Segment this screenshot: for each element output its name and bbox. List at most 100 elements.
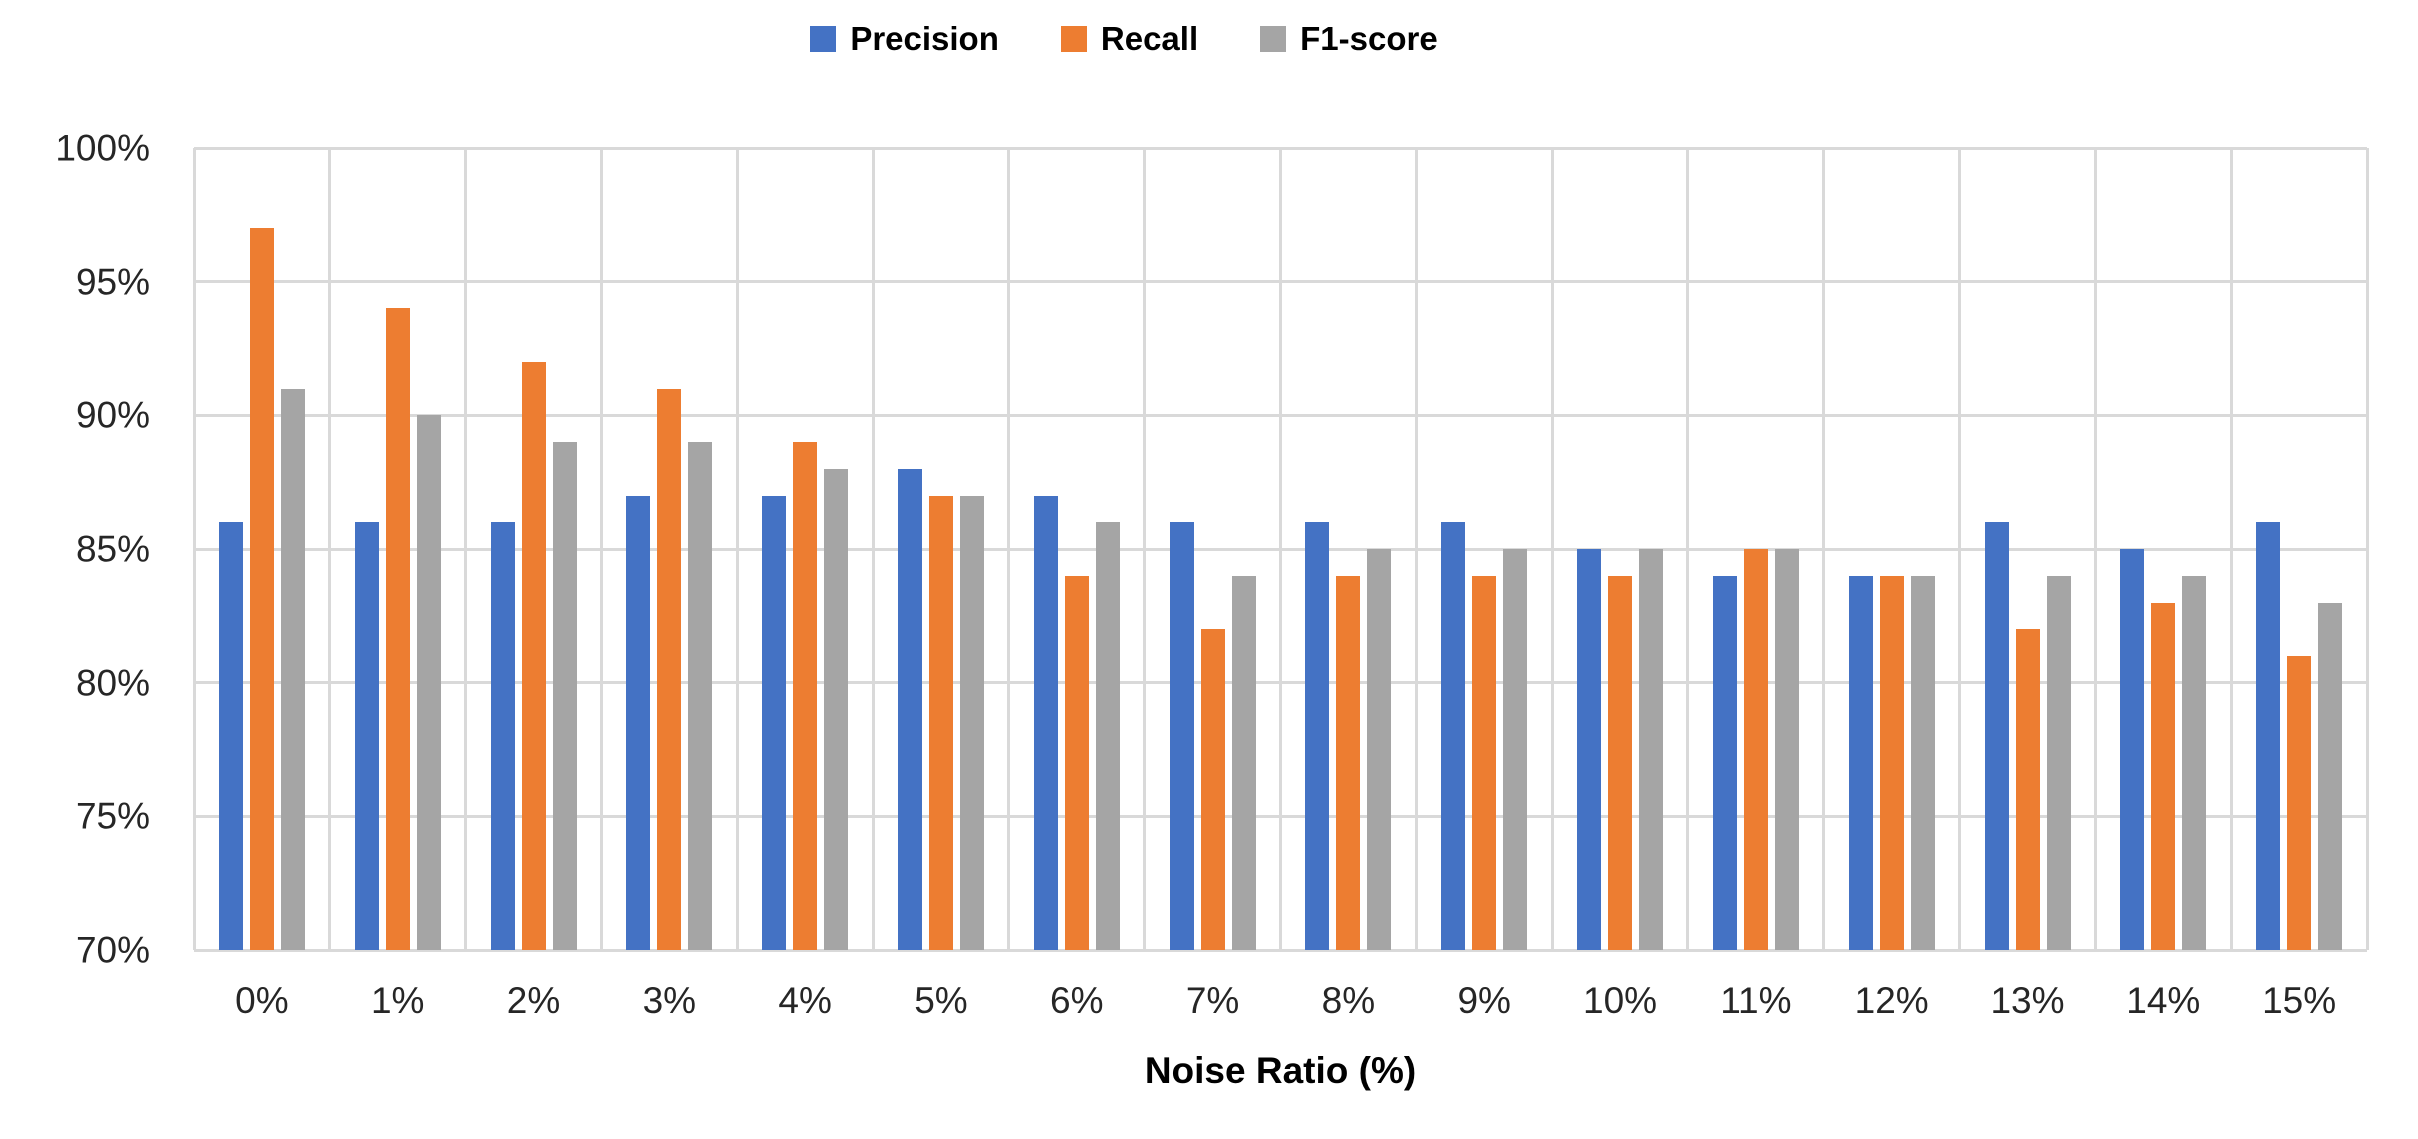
vertical-gridline [1143, 148, 1147, 950]
y-axis-tick-label: 80% [75, 662, 150, 704]
x-axis-title: Noise Ratio (%) [1144, 1050, 1417, 1091]
legend-label-precision: Precision [850, 20, 999, 57]
x-axis-tick-label-15pct: 15% [2262, 980, 2337, 1021]
bar-precision-0pct [218, 522, 243, 950]
legend-swatch-recall [1060, 25, 1087, 52]
bar-precision-13pct [1984, 522, 2009, 950]
legend-label-f1-score: F1-score [1300, 20, 1438, 57]
bar-recall-2pct [521, 361, 546, 950]
bar-f1-score-1pct [416, 415, 441, 950]
vertical-gridline [1279, 148, 1282, 950]
vertical-gridline [2365, 148, 2369, 950]
bar-recall-6pct [1064, 575, 1089, 950]
bar-precision-6pct [1033, 495, 1058, 950]
bar-f1-score-13pct [2046, 575, 2071, 950]
bar-precision-11pct [1712, 575, 1737, 950]
bar-recall-9pct [1472, 575, 1497, 950]
x-axis-tick-label-11pct: 11% [1720, 980, 1792, 1021]
vertical-gridline [1414, 148, 1418, 950]
y-axis-tick-label: 85% [75, 528, 150, 570]
bar-recall-15pct [2287, 655, 2312, 950]
bar-f1-score-12pct [1910, 575, 1935, 950]
x-axis-tick-label-13pct: 13% [1990, 980, 2065, 1021]
legend-swatch-f1-score [1260, 25, 1287, 52]
legend-swatch-precision [810, 25, 837, 52]
bar-f1-score-10pct [1639, 549, 1663, 950]
bar-f1-score-2pct [552, 442, 577, 950]
vertical-gridline [1007, 148, 1011, 950]
bar-recall-12pct [1879, 575, 1904, 950]
bar-f1-score-9pct [1503, 549, 1528, 950]
bar-precision-2pct [490, 522, 515, 950]
bar-recall-11pct [1743, 549, 1768, 950]
bar-precision-8pct [1305, 522, 1330, 950]
x-axis-tick-label-12pct: 12% [1854, 980, 1929, 1021]
bar-recall-0pct [249, 228, 274, 950]
bar-precision-7pct [1169, 522, 1194, 950]
vertical-gridline [1958, 148, 1962, 950]
x-axis-tick-label-8pct: 8% [1321, 980, 1376, 1021]
vertical-gridline [599, 148, 603, 950]
horizontal-gridline [194, 948, 2367, 952]
vertical-gridline [464, 148, 468, 950]
vertical-gridline [192, 148, 196, 950]
y-axis-tick-label: 100% [55, 127, 150, 169]
legend: Precision Recall F1-score [0, 22, 2333, 55]
bar-f1-score-14pct [2182, 575, 2207, 950]
x-axis-tick-label-1pct: 1% [370, 980, 425, 1021]
bar-precision-3pct [626, 495, 651, 950]
bar-precision-9pct [1441, 522, 1466, 950]
bar-recall-7pct [1200, 629, 1225, 950]
x-axis-tick-label-7pct: 7% [1185, 980, 1240, 1021]
bar-precision-5pct [898, 468, 922, 950]
x-axis-tick-label-4pct: 4% [778, 980, 832, 1021]
x-axis-tick-label-14pct: 14% [2126, 980, 2201, 1021]
vertical-gridline [871, 148, 875, 950]
bar-f1-score-8pct [1367, 549, 1392, 950]
bar-precision-14pct [2120, 549, 2145, 950]
bar-precision-1pct [354, 522, 379, 950]
x-axis-tick-label-5pct: 5% [914, 980, 968, 1021]
y-axis-tick-label: 70% [75, 929, 150, 971]
bar-recall-14pct [2151, 602, 2176, 950]
x-axis-tick-label-3pct: 3% [642, 980, 697, 1021]
vertical-gridline [328, 148, 332, 950]
vertical-gridline [2229, 148, 2233, 950]
x-axis-tick-labels: 0% 1% 2% 3% 4% 5% 6% 7% 8% 9% 10% 11% 12% 13% 14% 15% [194, 982, 2367, 1019]
bar-recall-10pct [1608, 575, 1632, 950]
bar-f1-score-0pct [280, 388, 305, 950]
bar-f1-score-6pct [1095, 522, 1120, 950]
bar-recall-1pct [385, 308, 410, 950]
plot-area [192, 146, 2369, 952]
bar-f1-score-5pct [960, 495, 984, 950]
legend-item-f1-score: F1-score [1260, 22, 1438, 55]
bar-recall-4pct [793, 442, 818, 950]
y-axis-tick-label: 90% [75, 394, 150, 436]
vertical-gridline [1822, 148, 1826, 950]
bar-f1-score-4pct [824, 468, 849, 950]
vertical-gridline [1686, 148, 1690, 950]
bar-recall-3pct [657, 388, 682, 950]
bar-precision-15pct [2256, 522, 2281, 950]
y-axis-tick-label: 75% [75, 795, 150, 837]
bar-f1-score-15pct [2318, 602, 2343, 950]
bar-recall-5pct [929, 495, 953, 950]
x-axis-tick-label-2pct: 2% [506, 980, 561, 1021]
vertical-gridline [1550, 148, 1554, 950]
bar-recall-13pct [2015, 629, 2040, 950]
bar-f1-score-7pct [1231, 575, 1256, 950]
x-axis-tick-label-0pct: 0% [235, 980, 289, 1021]
bar-f1-score-11pct [1774, 549, 1799, 950]
vertical-gridline [2093, 148, 2097, 950]
legend-item-precision: Precision [810, 22, 999, 55]
bar-precision-4pct [762, 495, 787, 950]
x-axis-tick-label-9pct: 9% [1457, 980, 1511, 1021]
bar-recall-8pct [1336, 575, 1361, 950]
legend-label-recall: Recall [1100, 20, 1199, 57]
bar-f1-score-3pct [688, 442, 713, 950]
x-axis-tick-label-10pct: 10% [1583, 980, 1658, 1021]
bar-precision-10pct [1577, 549, 1601, 950]
y-axis-tick-label: 95% [75, 261, 150, 303]
legend-item-recall: Recall [1060, 20, 1199, 57]
